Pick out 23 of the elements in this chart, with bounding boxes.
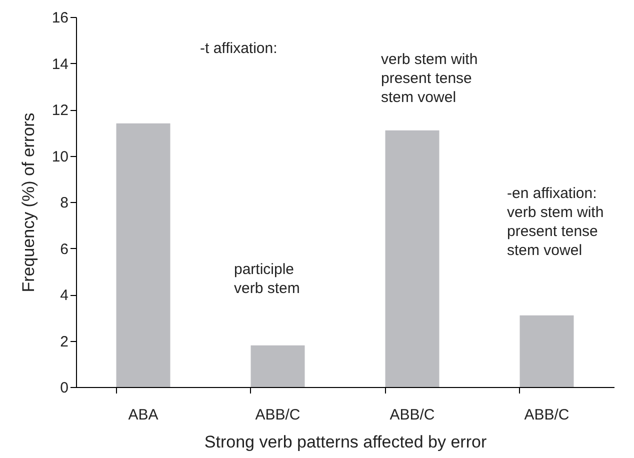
x-tick-label: ABB/C <box>524 406 570 424</box>
annotation: participle verb stem <box>234 261 300 297</box>
annotation: verb stem with present tense stem vowel <box>381 51 478 106</box>
x-tick-label: ABA <box>128 406 158 424</box>
annotation: -t affixation: <box>200 40 278 57</box>
y-tick-label: 10 <box>52 148 68 166</box>
y-tick-label: 14 <box>52 56 68 73</box>
bar <box>250 345 305 387</box>
y-tick-label: 12 <box>52 102 68 119</box>
y-tick-label: 0 <box>60 380 68 396</box>
y-tick-label: 4 <box>60 287 68 304</box>
x-tick-label: ABB/C <box>255 406 300 424</box>
y-axis-title: Frequency (%) of errors <box>18 112 38 292</box>
bar <box>116 123 170 387</box>
y-tick-label: 2 <box>60 333 68 350</box>
x-tick-label: ABB/C <box>390 406 435 424</box>
annotation: -en affixation: verb stem with present tense stem vowel <box>507 185 604 259</box>
y-tick-label: 6 <box>60 240 68 258</box>
y-tick-label: 16 <box>52 10 68 26</box>
x-axis-title: Strong verb patterns affected by error <box>204 432 487 452</box>
bar <box>520 315 574 387</box>
bar <box>385 130 440 387</box>
y-tick-label: 8 <box>60 194 68 212</box>
